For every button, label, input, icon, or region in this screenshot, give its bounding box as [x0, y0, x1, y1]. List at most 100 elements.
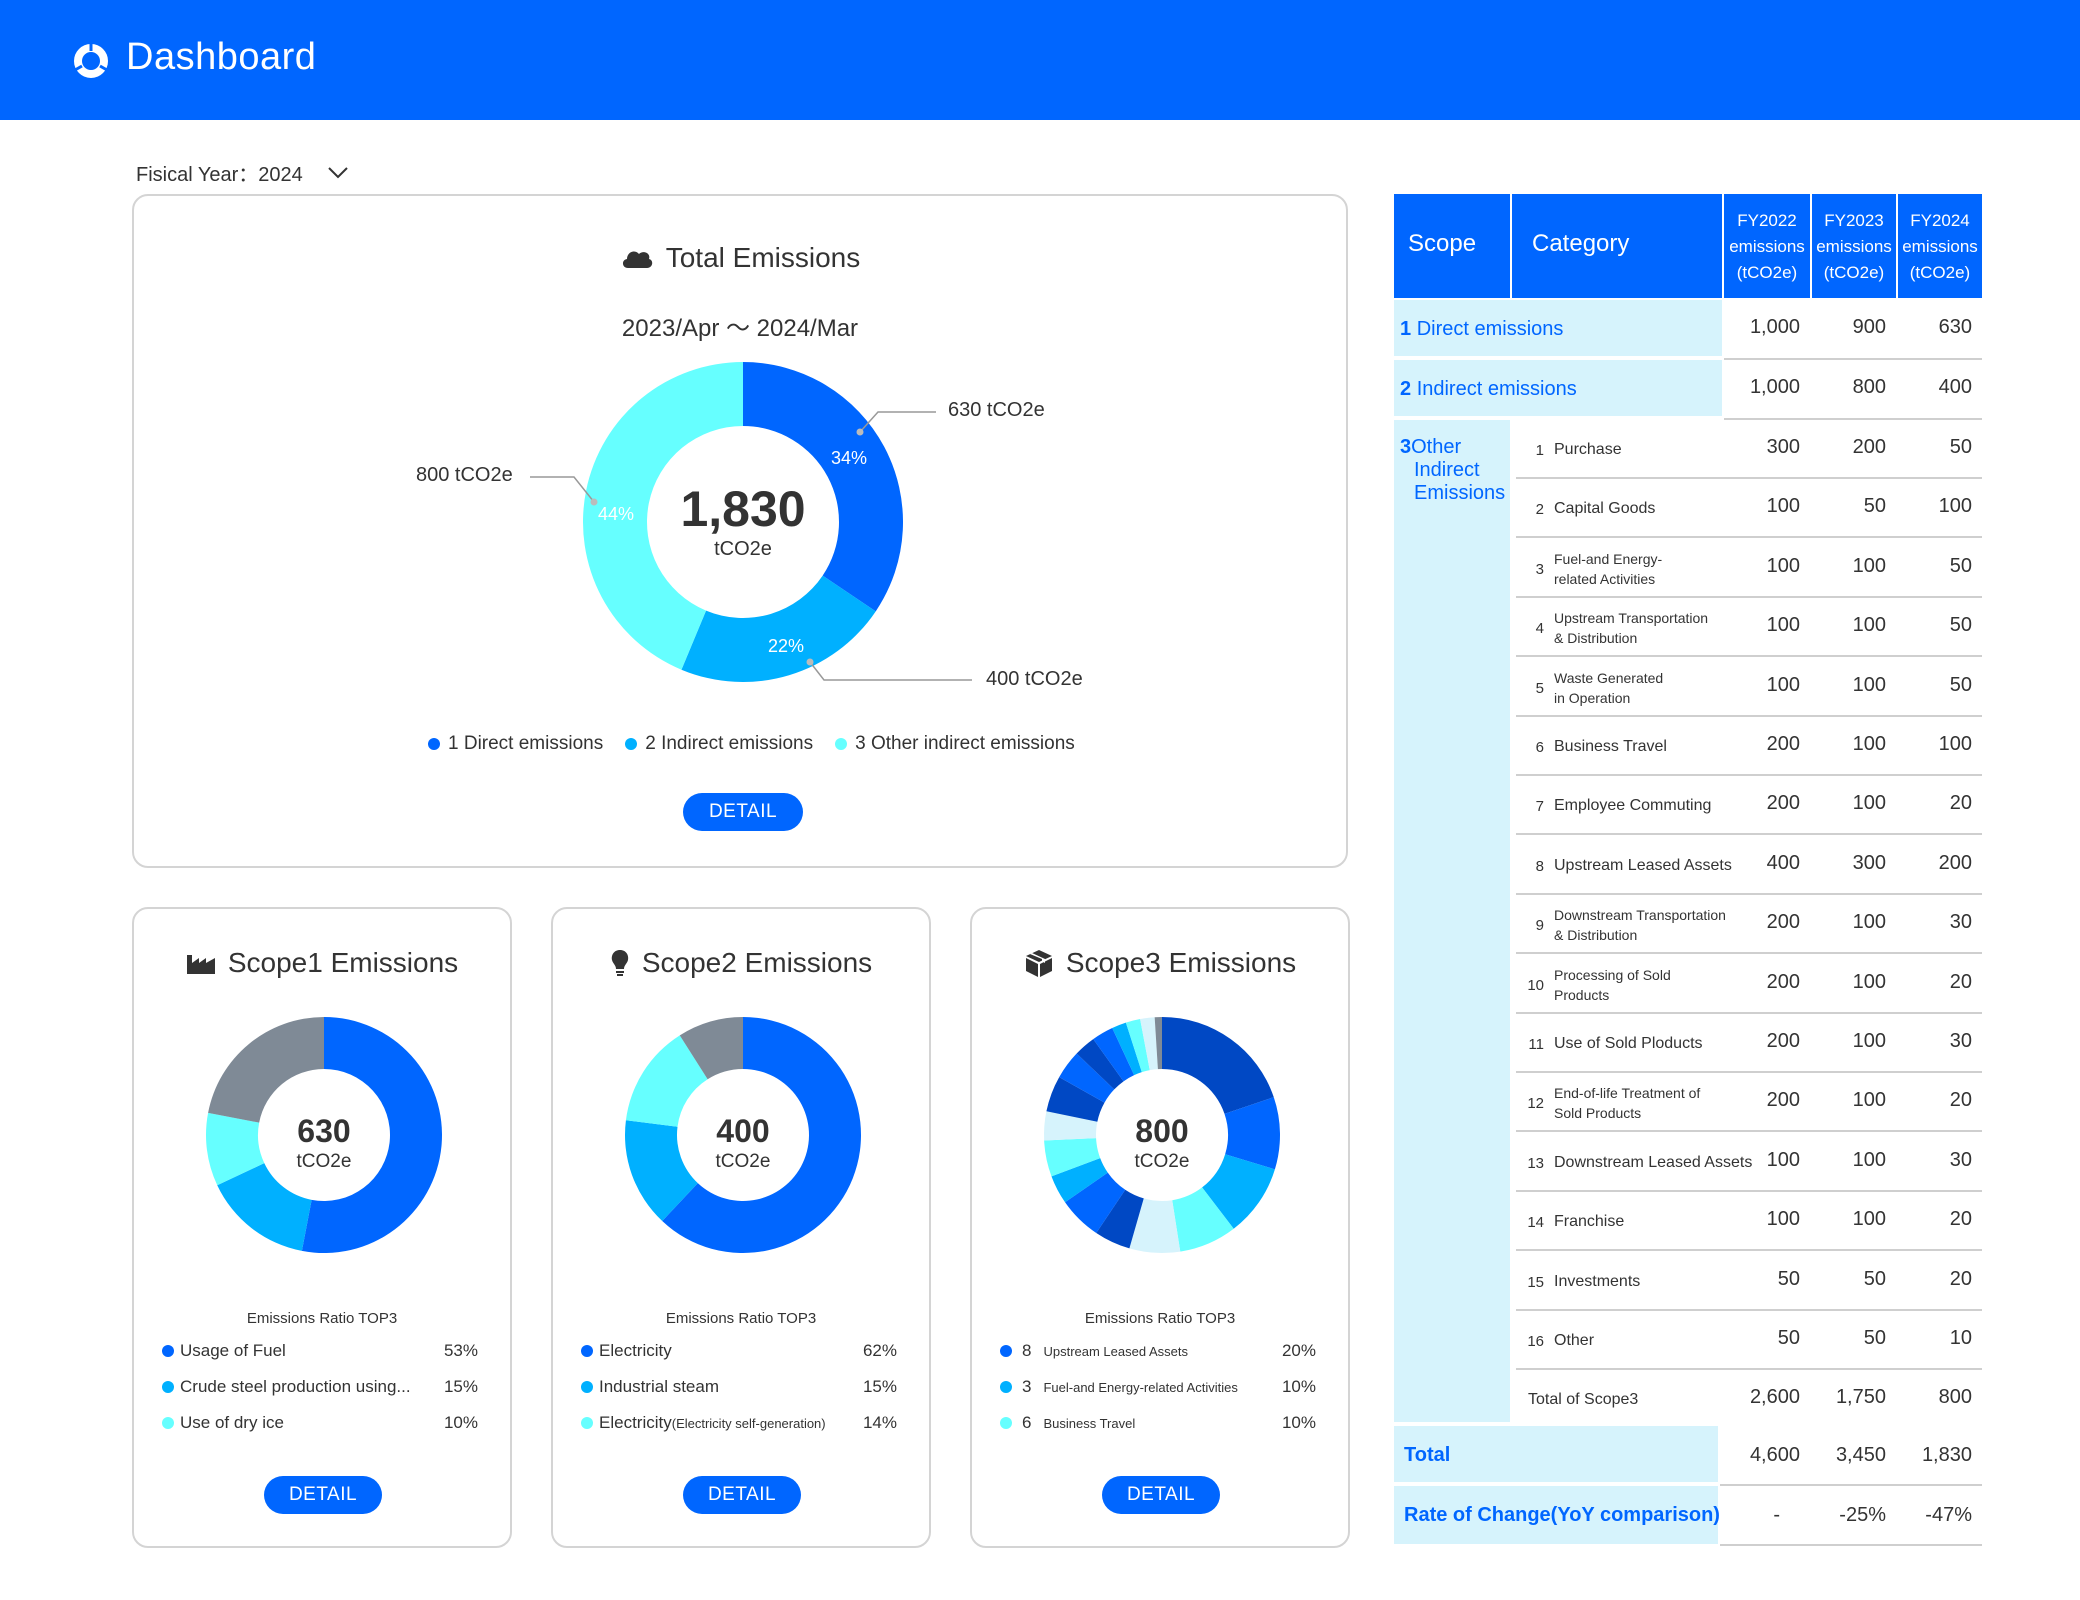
scope3-donut: [1044, 1017, 1280, 1253]
scope3-detail-button[interactable]: DETAIL: [1102, 1476, 1220, 1514]
legend-dot: [581, 1381, 593, 1393]
row-bg-direct: [1394, 300, 1722, 356]
total-fy2024: 1,830: [1921, 1444, 1972, 1466]
value-fy2023: 100: [1852, 792, 1886, 814]
scope3-total-row: Total of Scope3 2,600 1,750 800: [1394, 1370, 1982, 1429]
scope2-top3-title: Emissions Ratio TOP3: [665, 1310, 817, 1327]
scope1-center-value: 630: [297, 1113, 351, 1149]
pct-label-direct: 34%: [831, 448, 868, 468]
callout-lines: [530, 411, 972, 681]
row-divider: [1724, 774, 1982, 776]
value-fy2022: 100: [1766, 674, 1800, 696]
scope1-donut-slice-4: [208, 1017, 324, 1123]
value-fy2024: 800: [1938, 1386, 1972, 1408]
category-label: Business Travel: [1554, 738, 1667, 755]
category-num: 15: [1527, 1274, 1544, 1291]
value-fy2023: 100: [1852, 971, 1886, 993]
value-fy2023: 1,750: [1835, 1386, 1886, 1408]
direct-fy2023: 900: [1852, 316, 1886, 338]
scope3-donut-slice-14: [1093, 1028, 1135, 1082]
value-fy2023: 100: [1852, 1208, 1886, 1230]
lightbulb-icon: [611, 950, 629, 976]
category-label: Purchase: [1554, 441, 1622, 458]
category-label: End-of-life Treatment of Sold Products: [1554, 1085, 1701, 1121]
chevron-down-icon: [328, 166, 348, 178]
direct-fy2022: 1,000: [1749, 316, 1800, 338]
scope1-detail-button[interactable]: DETAIL: [264, 1476, 382, 1514]
category-row: 1 Purchase 300 200 50: [1394, 420, 1982, 479]
total-fy2022: 4,600: [1749, 1444, 1800, 1466]
total-donut-slice-1: [743, 362, 903, 612]
value-fy2023: 300: [1852, 852, 1886, 874]
category-num: 8: [1535, 858, 1544, 875]
total-donut-slice-3: [583, 362, 743, 670]
scope-direct: 1 Direct emissions: [1400, 318, 1564, 340]
total-emissions-donut: [583, 362, 903, 682]
category-num: 4: [1535, 620, 1544, 637]
row-divider: [1720, 1484, 1982, 1486]
scope3-donut-slice-12: [1059, 1053, 1115, 1103]
fiscal-year-select[interactable]: Fisical Year：2024: [136, 158, 349, 187]
indirect-fy2023: 800: [1852, 376, 1886, 398]
category-num: 1: [1535, 442, 1544, 459]
row-divider: [1724, 1368, 1982, 1370]
total-fy2023: 3,450: [1835, 1444, 1886, 1466]
value-fy2024: 50: [1949, 436, 1972, 458]
scope-other-indirect: 3Other Indirect Emissions: [1400, 436, 1506, 504]
rate-fy2022: -: [1773, 1504, 1780, 1526]
value-fy2022: 50: [1777, 1327, 1800, 1349]
scope3-donut-slice-17: [1140, 1017, 1158, 1071]
category-label: Employee Commuting: [1554, 797, 1712, 814]
scope2-detail-button[interactable]: DETAIL: [683, 1476, 801, 1514]
scope3-donut-slice-15: [1112, 1022, 1142, 1076]
category-num: 5: [1535, 680, 1544, 697]
category-row: 15 Investments 50 50 20: [1394, 1252, 1982, 1311]
row-divider: [1720, 1544, 1982, 1546]
value-fy2022: 100: [1766, 555, 1800, 577]
category-row: 5 Waste Generated in Operation 100 100 50: [1394, 658, 1982, 717]
row-divider: [1724, 833, 1982, 835]
value-fy2024: 20: [1949, 792, 1972, 814]
value-fy2023: 100: [1852, 1149, 1886, 1171]
value-fy2022: 300: [1766, 436, 1800, 458]
value-fy2022: 200: [1766, 792, 1800, 814]
category-num: 6: [1535, 739, 1544, 756]
total-label: Total: [1404, 1444, 1451, 1466]
row-divider: [1724, 536, 1982, 538]
scope3-top3-row: 8 Upstream Leased Assets 20%: [1000, 1341, 1316, 1361]
value-fy2022: 50: [1777, 1268, 1800, 1290]
legend-dot: [162, 1417, 174, 1429]
scope3-donut-slice-10: [1044, 1111, 1098, 1141]
total-legend: 1 Direct emissions 2 Indirect emissions …: [428, 733, 1075, 755]
category-label: Upstream Leased Assets: [1554, 857, 1732, 874]
row-divider: [1724, 715, 1982, 717]
category-row: 4 Upstream Transportation & Distribution 1…: [1394, 598, 1982, 657]
top-bar: Dashboard: [0, 0, 2080, 120]
value-fy2024: 50: [1949, 614, 1972, 636]
scope3-donut-slice-18: [1154, 1017, 1162, 1070]
category-label: Waste Generated in Operation: [1554, 670, 1664, 706]
callout-indirect: 400 tCO2e: [986, 668, 1083, 690]
category-row: 7 Employee Commuting 200 100 20: [1394, 776, 1982, 835]
category-label: Other: [1554, 1332, 1595, 1349]
legend-dot: [1000, 1345, 1012, 1357]
value-fy2023: 100: [1852, 555, 1886, 577]
scope1-center-unit: tCO2e: [296, 1151, 352, 1172]
scope3-donut-slice-2: [1224, 1097, 1280, 1170]
category-num: 9: [1535, 917, 1544, 934]
scope3-donut-slice-8: [1051, 1158, 1108, 1203]
indirect-fy2024: 400: [1938, 376, 1972, 398]
value-fy2022: 100: [1766, 1208, 1800, 1230]
legend-dot: [162, 1381, 174, 1393]
total-detail-button[interactable]: DETAIL: [683, 793, 803, 831]
scope1-donut-slice-1: [301, 1017, 442, 1253]
value-fy2024: 30: [1949, 1149, 1972, 1171]
scope3-donut-slice-9: [1044, 1138, 1101, 1177]
scope3-donut-slice-3: [1202, 1154, 1275, 1229]
category-label: Investments: [1554, 1273, 1641, 1290]
direct-fy2024: 630: [1938, 316, 1972, 338]
category-row: 2 Capital Goods 100 50 100: [1394, 479, 1982, 538]
scope3-donut-slice-5: [1129, 1198, 1181, 1253]
category-num: 3: [1535, 561, 1544, 578]
header-fy2022: FY2022 emissions (tCO2e): [1724, 194, 1810, 298]
